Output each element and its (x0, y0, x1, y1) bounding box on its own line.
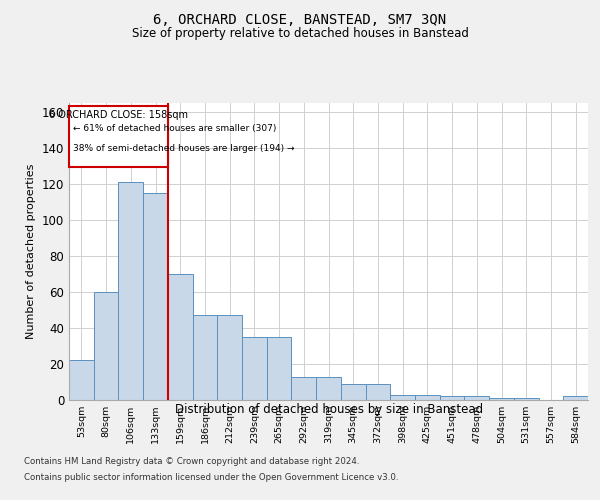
Bar (316, 376, 341, 400)
Bar (118, 182, 143, 400)
Text: 38% of semi-detached houses are larger (194) →: 38% of semi-detached houses are larger (… (73, 144, 294, 153)
Bar (267, 337, 292, 400)
Bar (143, 192, 168, 400)
Text: 6, ORCHARD CLOSE, BANSTEAD, SM7 3QN: 6, ORCHARD CLOSE, BANSTEAD, SM7 3QN (154, 12, 446, 26)
Bar (69, 360, 94, 400)
Bar (365, 384, 390, 400)
Bar (440, 396, 464, 400)
Bar (168, 274, 193, 400)
Y-axis label: Number of detached properties: Number of detached properties (26, 164, 36, 339)
Text: Distribution of detached houses by size in Banstead: Distribution of detached houses by size … (175, 402, 483, 415)
Bar (341, 384, 365, 400)
Text: Contains public sector information licensed under the Open Government Licence v3: Contains public sector information licen… (24, 472, 398, 482)
Bar (563, 396, 588, 400)
Bar (489, 398, 514, 400)
Bar (415, 394, 440, 400)
Bar (94, 292, 118, 400)
Bar (464, 396, 489, 400)
Bar (193, 316, 217, 400)
Text: ← 61% of detached houses are smaller (307): ← 61% of detached houses are smaller (30… (73, 124, 276, 133)
Bar (292, 376, 316, 400)
Bar (69, 106, 168, 168)
Bar (242, 337, 267, 400)
Bar (217, 316, 242, 400)
Bar (390, 394, 415, 400)
Text: 6 ORCHARD CLOSE: 158sqm: 6 ORCHARD CLOSE: 158sqm (49, 110, 188, 120)
Text: Contains HM Land Registry data © Crown copyright and database right 2024.: Contains HM Land Registry data © Crown c… (24, 458, 359, 466)
Bar (514, 398, 539, 400)
Text: Size of property relative to detached houses in Banstead: Size of property relative to detached ho… (131, 28, 469, 40)
